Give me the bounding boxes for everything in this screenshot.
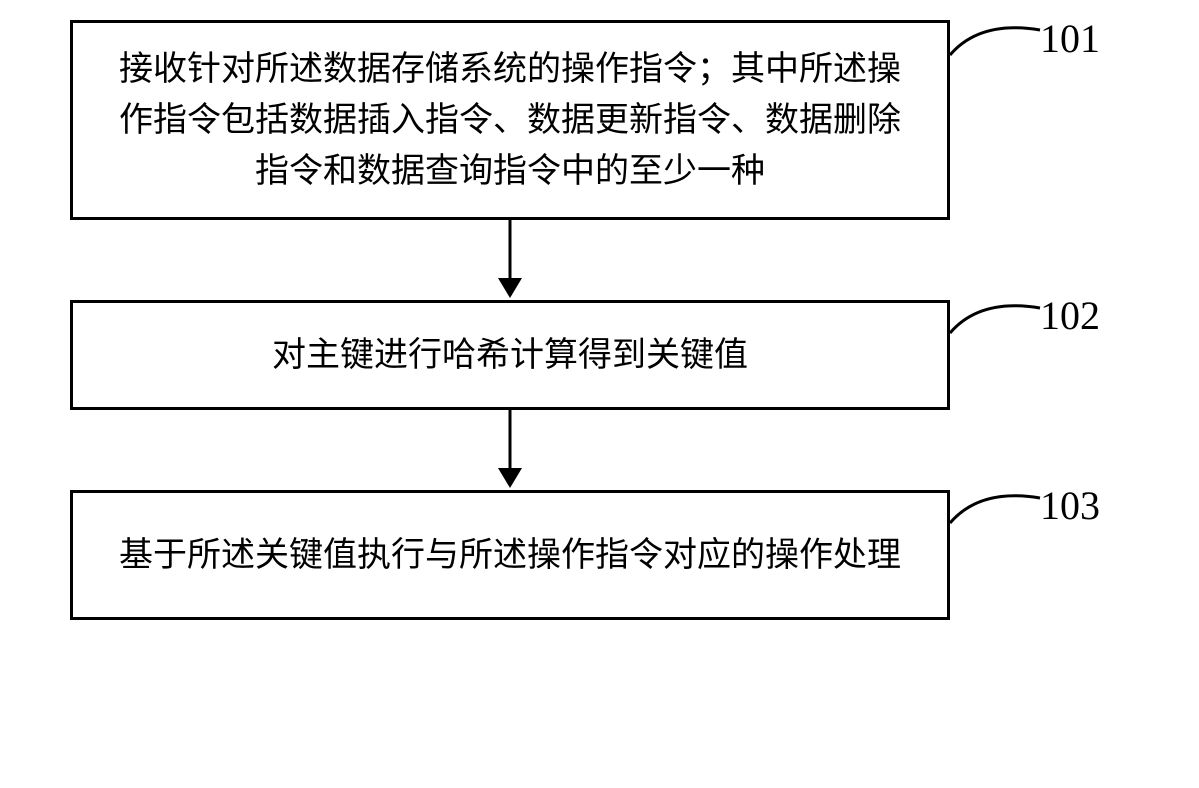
node-3-text: 基于所述关键值执行与所述操作指令对应的操作处理 — [119, 530, 901, 581]
node-1-text: 接收针对所述数据存储系统的操作指令；其中所述操作指令包括数据插入指令、数据更新指… — [103, 44, 917, 197]
flowchart-container: 接收针对所述数据存储系统的操作指令；其中所述操作指令包括数据插入指令、数据更新指… — [50, 20, 1150, 620]
node-2-label: 102 — [1040, 292, 1100, 339]
node-3-label: 103 — [1040, 482, 1100, 529]
node-wrapper-1: 接收针对所述数据存储系统的操作指令；其中所述操作指令包括数据插入指令、数据更新指… — [50, 20, 1150, 220]
node-wrapper-2: 对主键进行哈希计算得到关键值 102 — [50, 300, 1150, 410]
node-wrapper-3: 基于所述关键值执行与所述操作指令对应的操作处理 103 — [50, 490, 1150, 620]
flowchart-node-3: 基于所述关键值执行与所述操作指令对应的操作处理 — [70, 490, 950, 620]
arrow-2-to-3 — [70, 410, 950, 490]
node-2-text: 对主键进行哈希计算得到关键值 — [272, 330, 748, 381]
flowchart-node-2: 对主键进行哈希计算得到关键值 — [70, 300, 950, 410]
flowchart-node-1: 接收针对所述数据存储系统的操作指令；其中所述操作指令包括数据插入指令、数据更新指… — [70, 20, 950, 220]
node-1-label: 101 — [1040, 15, 1100, 62]
arrow-1-to-2 — [70, 220, 950, 300]
